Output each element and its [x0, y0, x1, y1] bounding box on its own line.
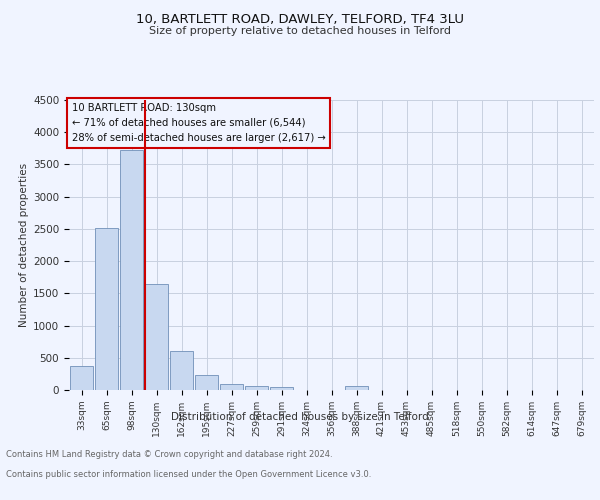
Y-axis label: Number of detached properties: Number of detached properties [19, 163, 29, 327]
Text: Contains public sector information licensed under the Open Government Licence v3: Contains public sector information licen… [6, 470, 371, 479]
Bar [170, 352, 193, 390]
Bar [195, 374, 218, 390]
Text: Distribution of detached houses by size in Telford: Distribution of detached houses by size … [171, 412, 429, 422]
Bar [220, 384, 243, 390]
Text: Size of property relative to detached houses in Telford: Size of property relative to detached ho… [149, 26, 451, 36]
Bar [270, 387, 293, 390]
Bar [120, 150, 143, 390]
Bar [345, 386, 368, 390]
Bar [95, 228, 118, 390]
Bar [245, 386, 268, 390]
Text: 10 BARTLETT ROAD: 130sqm
← 71% of detached houses are smaller (6,544)
28% of sem: 10 BARTLETT ROAD: 130sqm ← 71% of detach… [71, 103, 325, 142]
Bar [70, 366, 93, 390]
Bar [145, 284, 168, 390]
Text: Contains HM Land Registry data © Crown copyright and database right 2024.: Contains HM Land Registry data © Crown c… [6, 450, 332, 459]
Text: 10, BARTLETT ROAD, DAWLEY, TELFORD, TF4 3LU: 10, BARTLETT ROAD, DAWLEY, TELFORD, TF4 … [136, 12, 464, 26]
